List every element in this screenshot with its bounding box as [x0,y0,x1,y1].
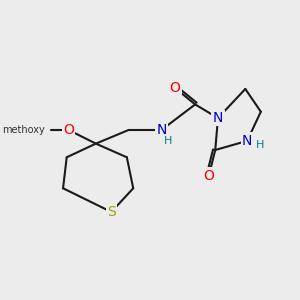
Text: S: S [107,205,116,219]
Text: methoxy: methoxy [2,125,45,135]
Text: H: H [256,140,264,150]
Text: O: O [203,169,214,182]
Text: N: N [242,134,252,148]
Text: N: N [156,123,167,137]
Text: O: O [170,81,181,95]
Text: N: N [213,111,223,125]
Text: O: O [63,123,74,137]
Text: H: H [164,136,172,146]
